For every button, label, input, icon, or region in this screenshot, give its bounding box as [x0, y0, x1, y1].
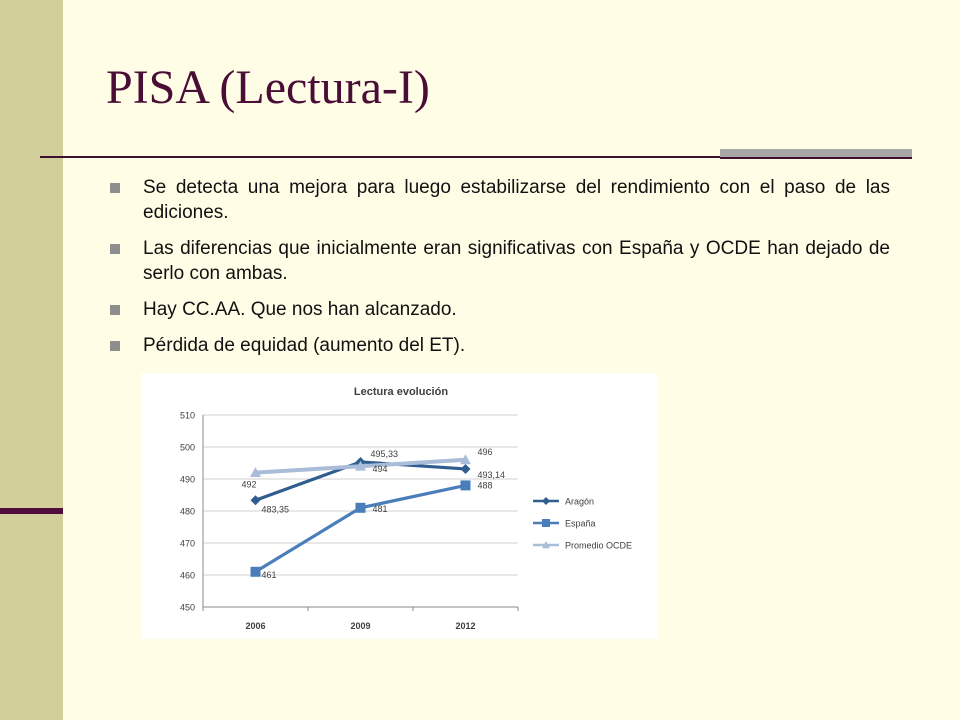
point-marker-square [460, 480, 471, 491]
series-line [253, 483, 468, 574]
point-marker-diamond [460, 463, 471, 474]
chart-container: Lectura evolución 450 460 470 480 490 500 510 2… [141, 373, 658, 639]
x-tick-label: 2006 [245, 621, 265, 631]
point-marker-diamond [250, 495, 261, 506]
y-tick-label: 480 [180, 507, 195, 517]
x-tick-label: 2009 [350, 621, 370, 631]
chart-legend: Aragón España Promedio OCDE [533, 497, 632, 551]
data-label: 488 [478, 480, 493, 490]
y-tick-label: 510 [180, 411, 195, 421]
point-marker-square [542, 519, 550, 527]
point-marker-square [355, 502, 366, 513]
left-accent-bar [0, 508, 63, 514]
bullet-square-icon [110, 183, 120, 193]
data-label: 493,14 [478, 470, 506, 480]
slide-title: PISA (Lectura-I) [106, 61, 430, 114]
title-rule [40, 156, 720, 158]
data-label: 461 [262, 570, 277, 580]
chart-series: 483,35 495,33 493,14 461 481 488 492 494 496 [242, 447, 506, 580]
bullet-square-icon [110, 305, 120, 315]
data-label: 492 [242, 480, 257, 490]
title-rule-dark-accent [720, 157, 912, 159]
x-tick-label: 2012 [455, 621, 475, 631]
legend-label: Aragón [565, 497, 594, 507]
title-rule-grey-accent [720, 149, 912, 158]
data-label: 495,33 [371, 449, 399, 459]
data-label: 496 [478, 447, 493, 457]
legend-item: Aragón [533, 497, 594, 507]
bullet-text: Se detecta una mejora para luego estabil… [143, 177, 890, 223]
y-tick-label: 450 [180, 603, 195, 613]
bullet-square-icon [110, 244, 120, 254]
point-marker-triangle [542, 541, 550, 549]
chart-axes: 450 460 470 480 490 500 510 2006 2009 2012 [180, 411, 519, 631]
y-tick-label: 490 [180, 475, 195, 485]
point-marker-triangle [355, 460, 366, 471]
legend-label: España [565, 519, 596, 529]
legend-item: España [533, 519, 596, 529]
y-tick-label: 460 [180, 571, 195, 581]
bullet-square-icon [110, 341, 120, 351]
bullet-text: Pérdida de equidad (aumento del ET). [143, 335, 466, 356]
series-españa [250, 480, 471, 577]
bullet-text: Hay CC.AA. Que nos han alcanzado. [143, 299, 457, 320]
legend-item: Promedio OCDE [533, 541, 632, 551]
bullet-text: Las diferencias que inicialmente eran si… [143, 238, 890, 284]
data-label: 483,35 [262, 504, 290, 514]
left-decor-bar [0, 0, 63, 720]
bullet-item: Se detecta una mejora para luego estabil… [110, 175, 890, 225]
point-marker-square [250, 566, 261, 577]
y-tick-label: 470 [180, 539, 195, 549]
data-label: 494 [373, 464, 388, 474]
line-chart: Lectura evolución 450 460 470 480 490 500 510 2… [180, 386, 632, 631]
bullet-item: Hay CC.AA. Que nos han alcanzado. [110, 297, 890, 322]
point-marker-diamond [542, 497, 550, 505]
point-marker-triangle [460, 454, 471, 465]
series-promedio-ocde [250, 454, 471, 477]
bullet-item: Pérdida de equidad (aumento del ET). [110, 333, 890, 358]
bullet-item: Las diferencias que inicialmente eran si… [110, 236, 890, 286]
data-label: 481 [373, 504, 388, 514]
chart-title: Lectura evolución [354, 386, 448, 398]
point-marker-triangle [250, 467, 261, 477]
y-tick-label: 500 [180, 443, 195, 453]
bullet-list: Se detecta una mejora para luego estabil… [110, 175, 890, 369]
legend-label: Promedio OCDE [565, 541, 632, 551]
